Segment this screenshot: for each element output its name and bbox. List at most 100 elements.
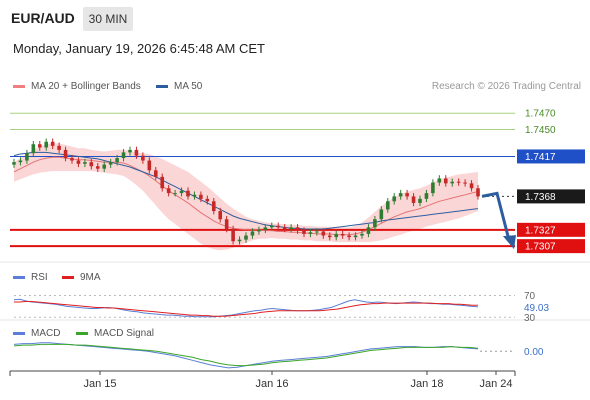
candle-body	[128, 149, 132, 153]
candle-body	[63, 149, 68, 159]
candle-body	[431, 182, 435, 194]
candle-body	[289, 227, 293, 230]
candle-body	[327, 235, 332, 238]
timeframe-button[interactable]: 30 MIN	[83, 7, 133, 31]
candle-body	[308, 232, 313, 234]
candle-body	[12, 162, 16, 165]
candle-body	[166, 188, 171, 194]
chart-header: EUR/AUD 30 MIN	[0, 0, 590, 34]
candle-body	[437, 178, 442, 183]
candle-body	[385, 201, 390, 210]
level-label-1.7307: 1.7307	[525, 242, 556, 253]
rsi-tick-70: 70	[524, 291, 536, 302]
candle-body	[95, 166, 100, 169]
candle-body	[224, 219, 229, 230]
candle-body	[102, 164, 107, 169]
forecast-arrowhead	[503, 235, 516, 250]
legend-macd: MACD	[13, 328, 60, 339]
current-price-badge	[517, 189, 585, 204]
candle-body	[179, 190, 184, 194]
legend-ma20-label: MA 20 + Bollinger Bands	[31, 81, 141, 92]
ma50-line	[13, 151, 479, 230]
legend-rsi-ma-label: 9MA	[80, 272, 101, 283]
level-label-1.7417: 1.7417	[525, 152, 556, 163]
candle-body	[211, 201, 216, 212]
candle-body	[302, 230, 306, 234]
level-label-1.7450: 1.7450	[525, 125, 556, 136]
legend-ma20: MA 20 + Bollinger Bands	[13, 81, 141, 92]
candle-body	[173, 193, 177, 195]
legend-ma50: MA 50	[156, 81, 202, 92]
current-price-label: 1.7368	[525, 192, 556, 203]
blue-level-badge	[517, 149, 585, 164]
candle-body	[476, 188, 480, 197]
candle-body	[463, 182, 467, 184]
candle-body	[186, 190, 190, 197]
candle-body	[450, 181, 455, 184]
candle-body	[37, 144, 42, 148]
candle-body	[147, 160, 152, 171]
candle-body	[366, 227, 371, 234]
candle-body	[405, 193, 409, 197]
x-tick-label: Jan 18	[410, 378, 443, 390]
rsi-value-label: 49.03	[524, 303, 549, 314]
legend-rsi-ma: 9MA	[62, 272, 101, 283]
candle-body	[244, 235, 248, 240]
candle-body	[205, 198, 210, 202]
macd-swatch	[13, 332, 25, 335]
ma20-swatch	[13, 85, 25, 88]
candle-body	[70, 158, 74, 161]
credit-text: Research © 2026 Trading Central	[431, 81, 581, 92]
legend-rsi: RSI	[13, 272, 48, 283]
macd-signal-swatch	[76, 332, 88, 335]
symbol-title: EUR/AUD	[11, 10, 75, 26]
macd-value-label: 0.00	[524, 347, 544, 358]
forecast-arrow	[481, 191, 511, 241]
macd-line	[13, 342, 479, 369]
ma50-swatch	[156, 85, 168, 88]
candle-body	[25, 153, 29, 161]
candle-body	[347, 235, 351, 238]
rsi-swatch	[13, 276, 25, 279]
candle-body	[456, 181, 461, 183]
rsi-ma-line	[14, 301, 478, 317]
candle-body	[83, 162, 87, 164]
candle-body	[379, 209, 384, 220]
candle-body	[263, 227, 268, 230]
candle-body	[321, 231, 326, 236]
candle-body	[57, 145, 61, 150]
rsi-tick-30: 30	[524, 313, 536, 324]
candle-body	[276, 225, 281, 228]
candle-body	[353, 235, 358, 238]
macd-signal-line	[13, 343, 479, 367]
candle-body	[340, 233, 345, 236]
x-tick-label: Jan 16	[255, 378, 288, 390]
level-label-1.7327: 1.7327	[525, 225, 556, 236]
candle-body	[121, 152, 126, 159]
candle-body	[192, 194, 197, 197]
candle-body	[31, 144, 36, 154]
candle-body	[424, 193, 429, 199]
legend-rsi-label: RSI	[31, 272, 48, 283]
candle-body	[153, 170, 158, 177]
candle-body	[392, 196, 397, 202]
candle-body	[469, 183, 474, 189]
candle-body	[282, 227, 287, 230]
candle-body	[50, 141, 55, 146]
legend-macd-signal: MACD Signal	[76, 328, 154, 339]
candle-body	[334, 233, 339, 238]
legend-macd-label: MACD	[31, 328, 61, 339]
red-level-badge	[517, 222, 585, 237]
candle-body	[295, 227, 300, 231]
candle-body	[231, 229, 235, 242]
candle-body	[411, 196, 416, 203]
candle-body	[115, 158, 119, 163]
candle-body	[44, 141, 49, 148]
candle-body	[89, 162, 94, 167]
candle-body	[250, 231, 255, 236]
candle-body	[443, 178, 448, 184]
datetime-label: Monday, January 19, 2026 6:45:48 AM CET	[13, 41, 265, 56]
candle-body	[199, 194, 203, 199]
candle-body	[360, 233, 364, 236]
